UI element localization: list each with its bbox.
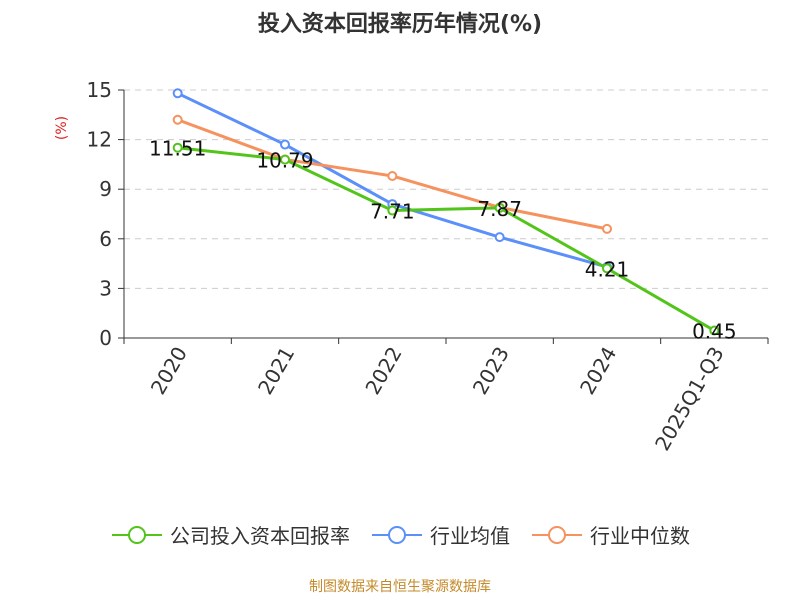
source-note: 制图数据来自恒生聚源数据库	[309, 579, 491, 595]
data-point	[709, 325, 720, 336]
y-tick-label: 6	[99, 227, 112, 251]
data-point	[387, 205, 398, 216]
legend-item[interactable]: 行业均值	[370, 520, 510, 549]
data-point	[172, 88, 183, 99]
axes: 0 3 6 9 12 15 (%) 2020 2021 2022 2023 2024 2025Q1-Q3	[54, 78, 769, 455]
legend-swatch	[532, 525, 582, 544]
data-point	[280, 139, 290, 150]
legend-label: 公司投入资本回报率	[170, 524, 350, 548]
data-label: 7.87	[477, 197, 522, 221]
x-tick-label: 2021	[253, 343, 299, 399]
x-tick-label: 2020	[146, 343, 192, 399]
data-label: 4.21	[585, 257, 630, 281]
data-point	[494, 232, 505, 243]
series-lines	[172, 88, 720, 336]
legend: 公司投入资本回报率 行业均值 行业中位数	[0, 520, 800, 549]
x-tick-label: 2022	[360, 343, 406, 399]
y-axis-label: (%)	[54, 116, 70, 140]
legend-swatch-marker	[128, 525, 146, 544]
data-label: 10.79	[256, 149, 313, 173]
data-point	[602, 263, 612, 274]
legend-swatch	[372, 525, 422, 544]
y-tick-label: 0	[99, 326, 112, 350]
grid-lines	[124, 89, 768, 289]
data-point	[387, 170, 398, 181]
data-point	[494, 202, 505, 213]
legend-item[interactable]: 行业中位数	[530, 520, 690, 549]
legend-label: 行业中位数	[590, 524, 690, 548]
line-chart: 0 3 6 9 12 15 (%) 2020 2021 2022 2023 2024 2025Q1-Q3…	[54, 78, 769, 455]
series-line	[177, 146, 716, 332]
x-tick-label: 2025Q1-Q3	[650, 343, 729, 455]
x-tick-label: 2024	[575, 343, 621, 399]
y-tick-label: 12	[87, 128, 112, 152]
data-point	[602, 223, 612, 234]
data-point	[280, 154, 290, 165]
legend-swatch-marker	[548, 525, 566, 544]
chart-title: 投入资本回报率历年情况(%)	[257, 12, 543, 37]
data-label: 11.51	[149, 137, 206, 161]
y-tick-label: 15	[87, 78, 112, 102]
x-tick-label: 2023	[468, 343, 514, 399]
y-tick-label: 9	[99, 177, 112, 201]
legend-item[interactable]: 公司投入资本回报率	[110, 520, 350, 549]
data-label: 7.71	[370, 200, 415, 224]
data-point	[172, 142, 183, 153]
data-label: 0.45	[692, 320, 737, 344]
legend-swatch	[112, 525, 162, 544]
data-labels: 11.51 10.79 7.71 7.87 4.21 0.45	[149, 137, 737, 344]
legend-label: 行业均值	[430, 524, 510, 548]
y-tick-label: 3	[99, 276, 112, 300]
data-point	[172, 114, 183, 125]
legend-swatch-marker	[388, 525, 406, 544]
